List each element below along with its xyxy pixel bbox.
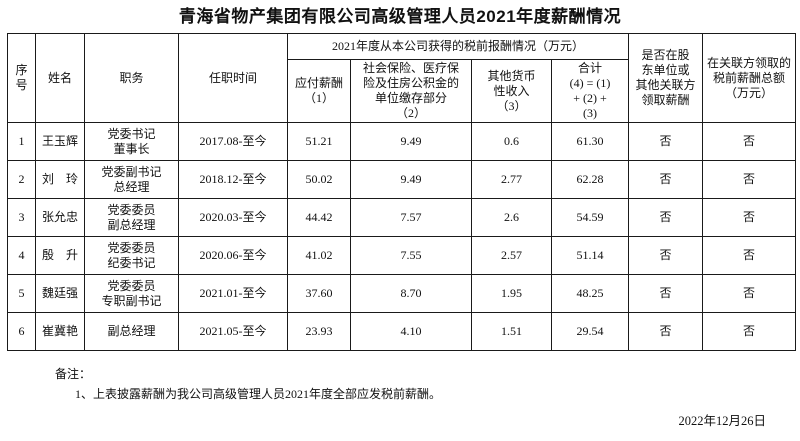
- cell-total: 61.30: [550, 122, 630, 161]
- cell-position: 党委委员 副总经理: [84, 198, 179, 237]
- cell-name: 殷 升: [35, 236, 85, 275]
- cell-related: 否: [702, 312, 797, 351]
- cell-payable: 50.02: [287, 160, 351, 199]
- cell-name: 魏廷强: [35, 274, 85, 313]
- cell-total: 29.54: [550, 312, 630, 351]
- cell-tenure: 2017.08-至今: [178, 122, 288, 161]
- cell-social: 4.10: [350, 312, 472, 351]
- cell-payable: 23.93: [287, 312, 351, 351]
- page-title: 青海省物产集团有限公司高级管理人员2021年度薪酬情况: [178, 7, 622, 26]
- cell-seq: 1: [7, 122, 36, 161]
- cell-position: 党委副书记 总经理: [84, 160, 179, 199]
- cell-social: 7.55: [350, 236, 472, 275]
- cell-payable: 37.60: [287, 274, 351, 313]
- cell-other: 1.51: [471, 312, 552, 351]
- cell-other: 2.77: [471, 160, 552, 199]
- cell-tenure: 2021.05-至今: [178, 312, 288, 351]
- table-row: 1 王玉辉 党委书记 董事长 2017.08-至今 51.21 9.49 0.6 61.30 否…: [7, 122, 797, 161]
- cell-related: 否: [702, 160, 797, 199]
- cell-shareholder: 否: [628, 160, 704, 199]
- cell-position: 党委书记 董事长: [84, 122, 179, 161]
- cell-seq: 3: [7, 198, 36, 237]
- cell-shareholder: 否: [628, 236, 704, 275]
- cell-shareholder: 否: [628, 122, 704, 161]
- cell-shareholder: 否: [628, 274, 704, 313]
- cell-seq: 4: [7, 236, 36, 275]
- notes-label: 备注：: [55, 367, 92, 381]
- cell-social: 9.49: [350, 160, 472, 199]
- table-row: 6 崔冀艳 副总经理 2021.05-至今 23.93 4.10 1.51 29.54 否否: [7, 312, 797, 351]
- col-header-total: 合计 (4) = (1) + (2) + (3): [550, 59, 630, 123]
- cell-position: 党委委员 纪委书记: [84, 236, 179, 275]
- cell-name: 崔冀艳: [35, 312, 85, 351]
- cell-position: 副总经理: [84, 312, 179, 351]
- salary-table-body: 1 王玉辉 党委书记 董事长 2017.08-至今 51.21 9.49 0.6 61.30 否…: [7, 122, 797, 351]
- cell-seq: 2: [7, 160, 36, 199]
- col-header-seq: 序 号: [7, 33, 36, 123]
- note-item: 1、上表披露薪酬为我公司高级管理人员2021年度全部应发税前薪酬。: [75, 387, 442, 401]
- cell-name: 王玉辉: [35, 122, 85, 161]
- cell-other: 0.6: [471, 122, 552, 161]
- cell-other: 1.95: [471, 274, 552, 313]
- col-header-related: 在关联方领取的 税前薪酬总额 （万元）: [702, 33, 797, 123]
- col-header-position: 职务: [84, 33, 179, 123]
- cell-total: 62.28: [550, 160, 630, 199]
- cell-total: 51.14: [550, 236, 630, 275]
- cell-social: 7.57: [350, 198, 472, 237]
- cell-total: 54.59: [550, 198, 630, 237]
- cell-name: 张允忠: [35, 198, 85, 237]
- salary-table: 序 号 姓名 职务 任职时间 2021年度从本公司获得的税前报酬情况（万元） 是…: [7, 33, 797, 351]
- cell-related: 否: [702, 236, 797, 275]
- cell-social: 8.70: [350, 274, 472, 313]
- col-header-social: 社会保险、医疗保 险及住房公积金的 单位缴存部分 （2）: [350, 59, 472, 123]
- col-header-shareholder: 是否在股 东单位或 其他关联方 领取薪酬: [628, 33, 704, 123]
- col-header-tenure: 任职时间: [178, 33, 288, 123]
- cell-payable: 44.42: [287, 198, 351, 237]
- cell-related: 否: [702, 198, 797, 237]
- document-date: 2022年12月26日: [678, 414, 766, 428]
- cell-payable: 51.21: [287, 122, 351, 161]
- cell-name: 刘 玲: [35, 160, 85, 199]
- cell-related: 否: [702, 274, 797, 313]
- cell-tenure: 2018.12-至今: [178, 160, 288, 199]
- col-header-other: 其他货币 性收入 （3）: [471, 59, 552, 123]
- col-header-name: 姓名: [35, 33, 85, 123]
- cell-shareholder: 否: [628, 198, 704, 237]
- cell-related: 否: [702, 122, 797, 161]
- cell-social: 9.49: [350, 122, 472, 161]
- col-header-payable: 应付薪酬 （1）: [287, 59, 351, 123]
- cell-other: 2.57: [471, 236, 552, 275]
- table-row: 3 张允忠 党委委员 副总经理 2020.03-至今 44.42 7.57 2.6 54.59…: [7, 198, 797, 237]
- cell-tenure: 2021.01-至今: [178, 274, 288, 313]
- cell-position: 党委委员 专职副书记: [84, 274, 179, 313]
- cell-payable: 41.02: [287, 236, 351, 275]
- cell-tenure: 2020.06-至今: [178, 236, 288, 275]
- notes-block: 备注： 1、上表披露薪酬为我公司高级管理人员2021年度全部应发税前薪酬。: [55, 366, 800, 402]
- cell-tenure: 2020.03-至今: [178, 198, 288, 237]
- cell-shareholder: 否: [628, 312, 704, 351]
- table-row: 5 魏廷强 党委委员 专职副书记 2021.01-至今 37.60 8.70 1.95 48.…: [7, 274, 797, 313]
- cell-total: 48.25: [550, 274, 630, 313]
- cell-other: 2.6: [471, 198, 552, 237]
- cell-seq: 6: [7, 312, 36, 351]
- col-header-comp-group: 2021年度从本公司获得的税前报酬情况（万元）: [286, 33, 630, 60]
- cell-seq: 5: [7, 274, 36, 313]
